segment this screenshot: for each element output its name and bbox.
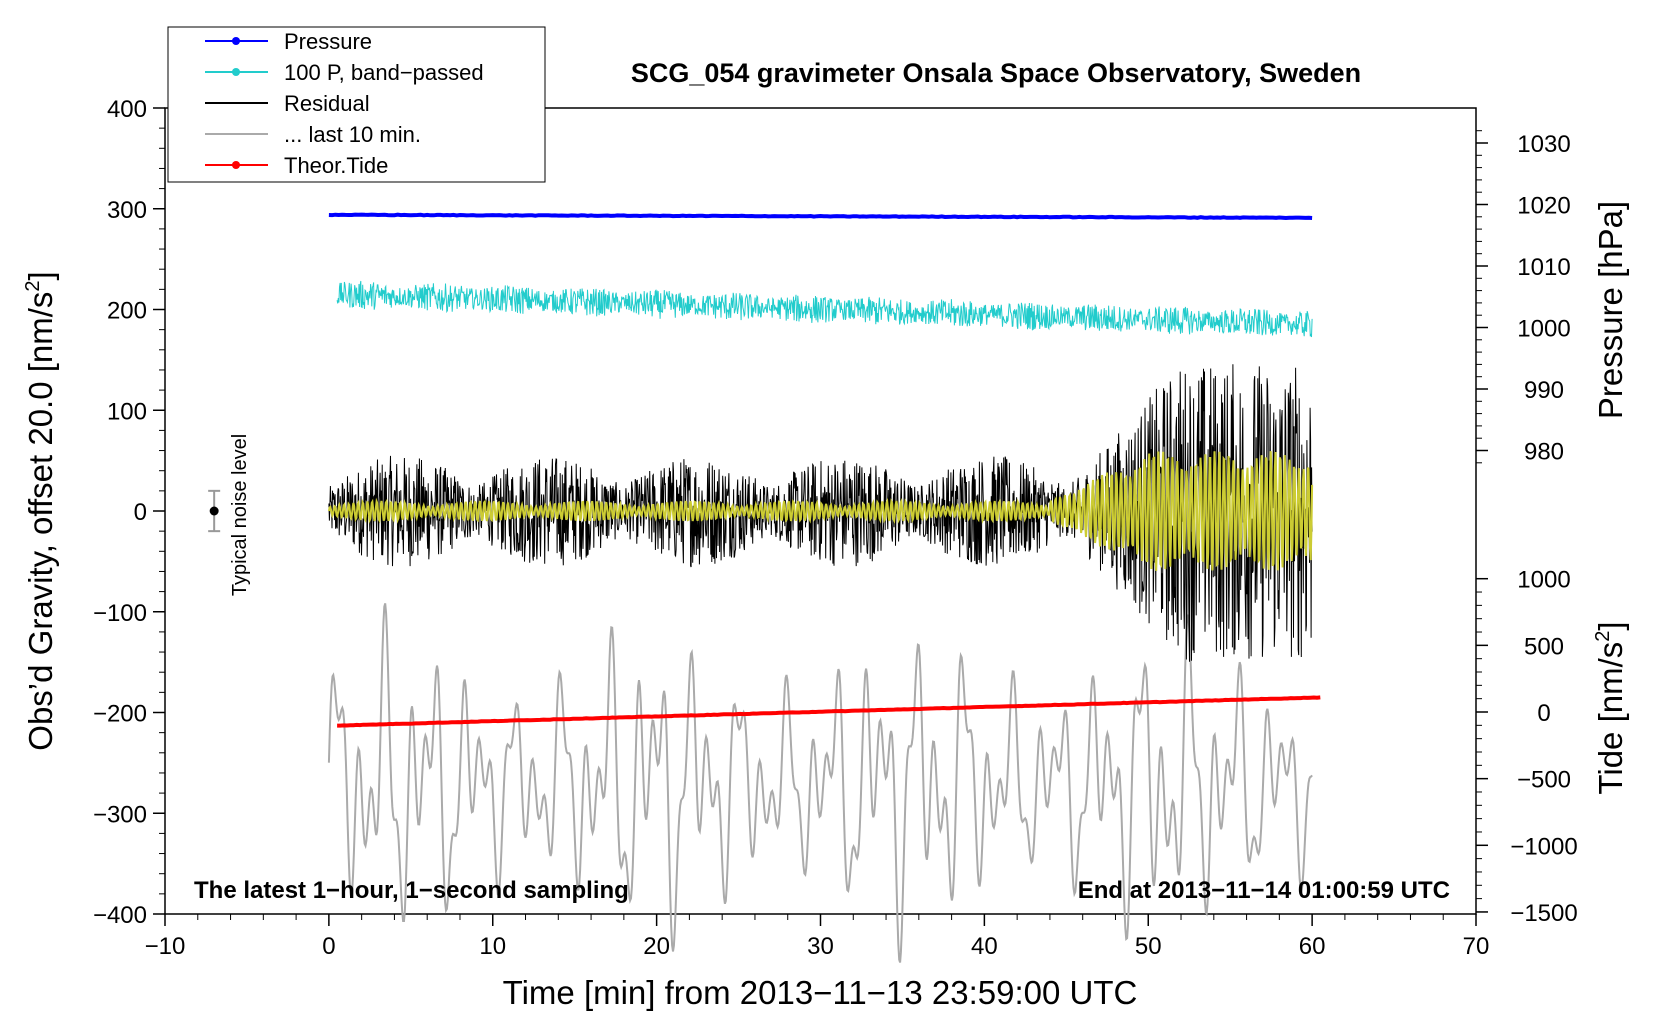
pressure-tick-label: 1000	[1517, 316, 1570, 343]
noise-level-indicator	[208, 489, 221, 533]
tide-tick-label: 0	[1537, 700, 1550, 727]
left-tick-label: 100	[107, 398, 147, 425]
pressure-axis-label: Pressure [hPa]	[1592, 201, 1629, 419]
tide-tick-label: −500	[1517, 767, 1571, 794]
tide-tick-label: 500	[1524, 633, 1564, 660]
x-axis-label: Time [min] from 2013−11−13 23:59:00 UTC	[503, 974, 1138, 1011]
legend-box	[167, 26, 546, 183]
tide-tick-label: −1000	[1510, 833, 1577, 860]
left-tick-label: −200	[93, 701, 147, 728]
legend: Pressure 100 P, band−passed Residual ... la…	[167, 26, 546, 183]
x-tick-label: 50	[1135, 933, 1162, 960]
pressure-tick-label: 1030	[1517, 131, 1570, 158]
left-tick-label: 400	[107, 96, 147, 123]
x-tick-label: 30	[807, 933, 834, 960]
annotation-end-time: End at 2013−11−14 01:00:59 UTC	[1078, 877, 1450, 904]
left-tick-label: 200	[107, 298, 147, 325]
tide-tick-label: 1000	[1517, 567, 1570, 594]
series-band-passed	[336, 280, 1313, 338]
legend-marker	[232, 161, 240, 169]
pressure-tick-label: 1020	[1517, 193, 1570, 220]
left-axis-label: Obs’d Gravity, offset 20.0 [nm/s2]	[22, 271, 59, 750]
series-residual	[328, 364, 1313, 662]
noise-level-label: Typical noise level	[229, 434, 251, 596]
series-layer	[327, 212, 1321, 963]
x-tick-label: 70	[1463, 933, 1490, 960]
left-axis: 400 300 200 100 0 −100 −200 −300 −400	[93, 96, 165, 929]
left-tick-label: 300	[107, 197, 147, 224]
x-tick-label: 40	[971, 933, 998, 960]
x-tick-label: 10	[479, 933, 506, 960]
noise-bar-center	[209, 506, 219, 516]
left-tick-label: −100	[93, 600, 147, 627]
pressure-axis: 1030 1020 1010 1000 990 980	[1476, 130, 1571, 466]
tide-axis-label-main: Tide [nm/s	[1592, 642, 1629, 795]
pressure-tick-label: 1010	[1517, 254, 1570, 281]
series-last-10-min	[327, 603, 1313, 963]
series-theor-tide	[337, 695, 1321, 728]
series-pressure	[328, 212, 1313, 221]
pressure-tick-label: 980	[1524, 439, 1564, 466]
legend-label: 100 P, band−passed	[284, 60, 484, 85]
legend-label: ... last 10 min.	[284, 122, 421, 147]
x-tick-label: −10	[145, 933, 186, 960]
chart-title: SCG_054 gravimeter Onsala Space Observat…	[631, 58, 1361, 88]
x-tick-label: 20	[643, 933, 670, 960]
legend-marker	[232, 37, 240, 45]
legend-label: Pressure	[284, 29, 372, 54]
tide-axis-label-sup: 2	[1592, 631, 1614, 642]
left-tick-label: 0	[134, 499, 147, 526]
legend-label: Residual	[284, 91, 370, 116]
left-tick-label: −300	[93, 801, 147, 828]
left-tick-label: −400	[93, 902, 147, 929]
series-residual-lowpass	[327, 451, 1314, 571]
left-axis-label-sup: 2	[22, 280, 44, 291]
x-tick-label: 0	[322, 933, 335, 960]
x-axis: −10 0 10 20 30 40 50 60 70	[145, 914, 1490, 960]
tide-axis: 1000 500 0 −500 −1000 −1500	[1476, 567, 1578, 927]
tide-axis-label: Tide [nm/s2]	[1592, 621, 1629, 794]
x-tick-label: 60	[1299, 933, 1326, 960]
left-axis-label-main: Obs’d Gravity, offset 20.0 [nm/s	[22, 292, 59, 751]
tide-axis-label-end: ]	[1592, 621, 1629, 630]
left-axis-label-end: ]	[22, 271, 59, 280]
annotation-sampling: The latest 1−hour, 1−second sampling	[194, 877, 629, 904]
pressure-tick-label: 990	[1524, 377, 1564, 404]
legend-label: Theor.Tide	[284, 153, 388, 178]
legend-marker	[232, 68, 240, 76]
tide-tick-label: −1500	[1510, 900, 1577, 927]
